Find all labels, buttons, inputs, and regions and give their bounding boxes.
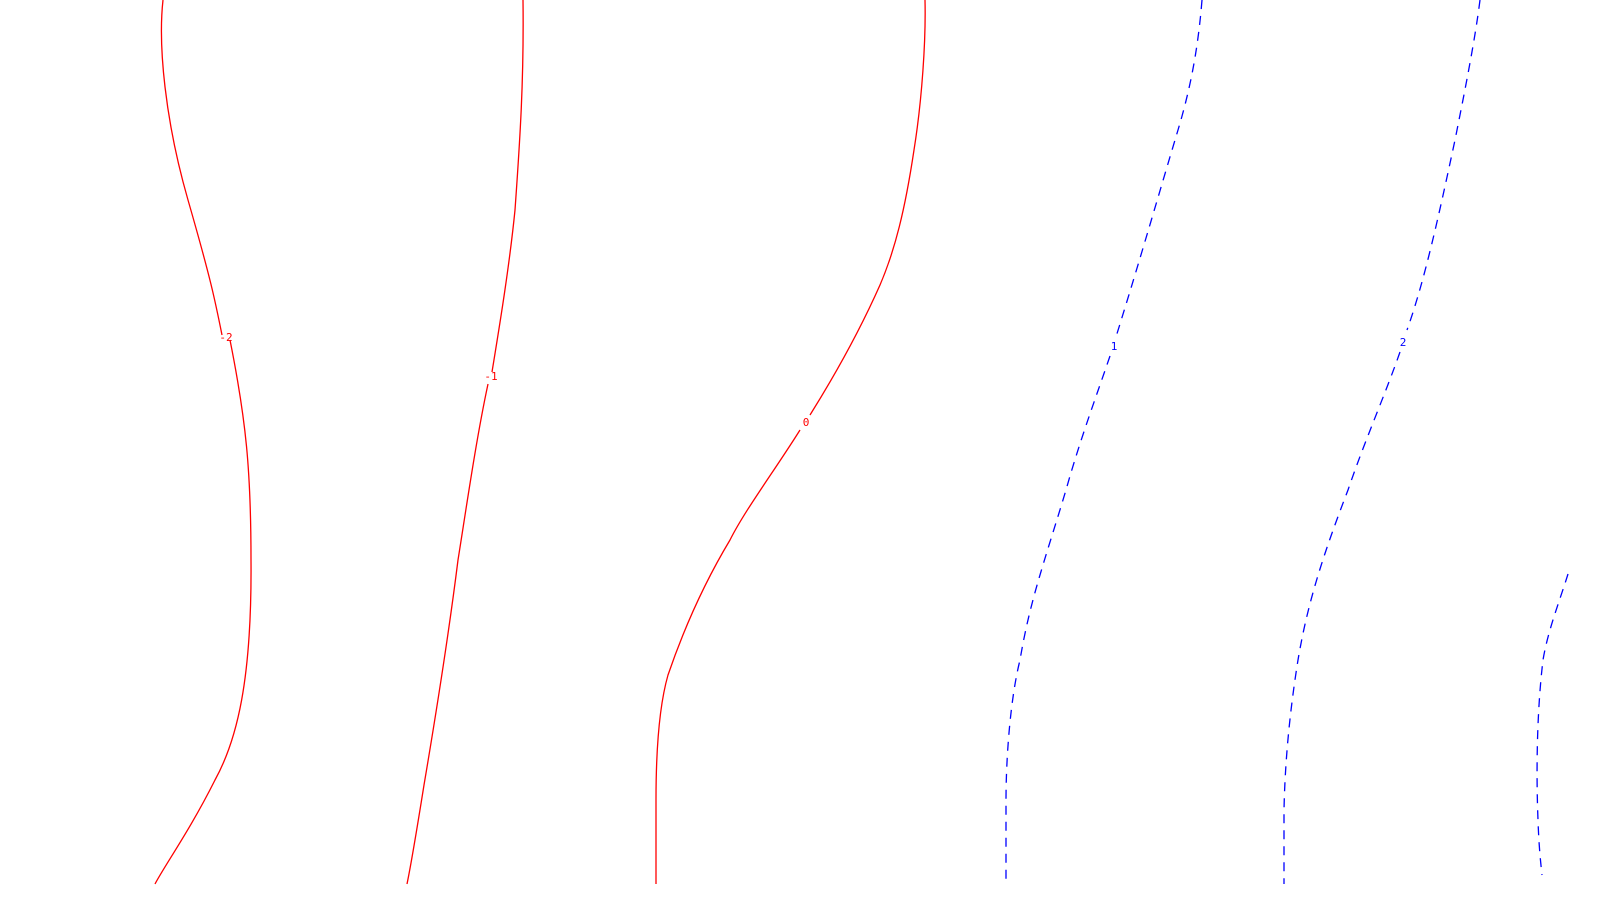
- contour-level-minus-2: -2: [154, 0, 252, 885]
- contour-label-0: 0: [803, 416, 810, 429]
- contour-level-3: [1536, 573, 1569, 876]
- contour-line-minus-2: [154, 0, 252, 885]
- contour-label-minus-1: -1: [484, 370, 497, 383]
- contour-line-minus-1: [406, 0, 524, 885]
- contour-line-1: [1005, 0, 1203, 884]
- contour-line-0: [655, 0, 926, 884]
- contour-level-1: 1: [1005, 0, 1203, 884]
- contour-label-2: 2: [1400, 336, 1407, 349]
- contour-line-2: [1283, 0, 1481, 884]
- contour-level-2: 2: [1283, 0, 1481, 884]
- contour-levels: -2 -1 0 1 2: [154, 0, 1569, 885]
- contour-level-minus-1: -1: [406, 0, 524, 885]
- contour-label-minus-2: -2: [219, 331, 232, 344]
- contour-line-3: [1536, 573, 1569, 876]
- contour-label-1: 1: [1111, 340, 1118, 353]
- contour-level-0: 0: [655, 0, 926, 884]
